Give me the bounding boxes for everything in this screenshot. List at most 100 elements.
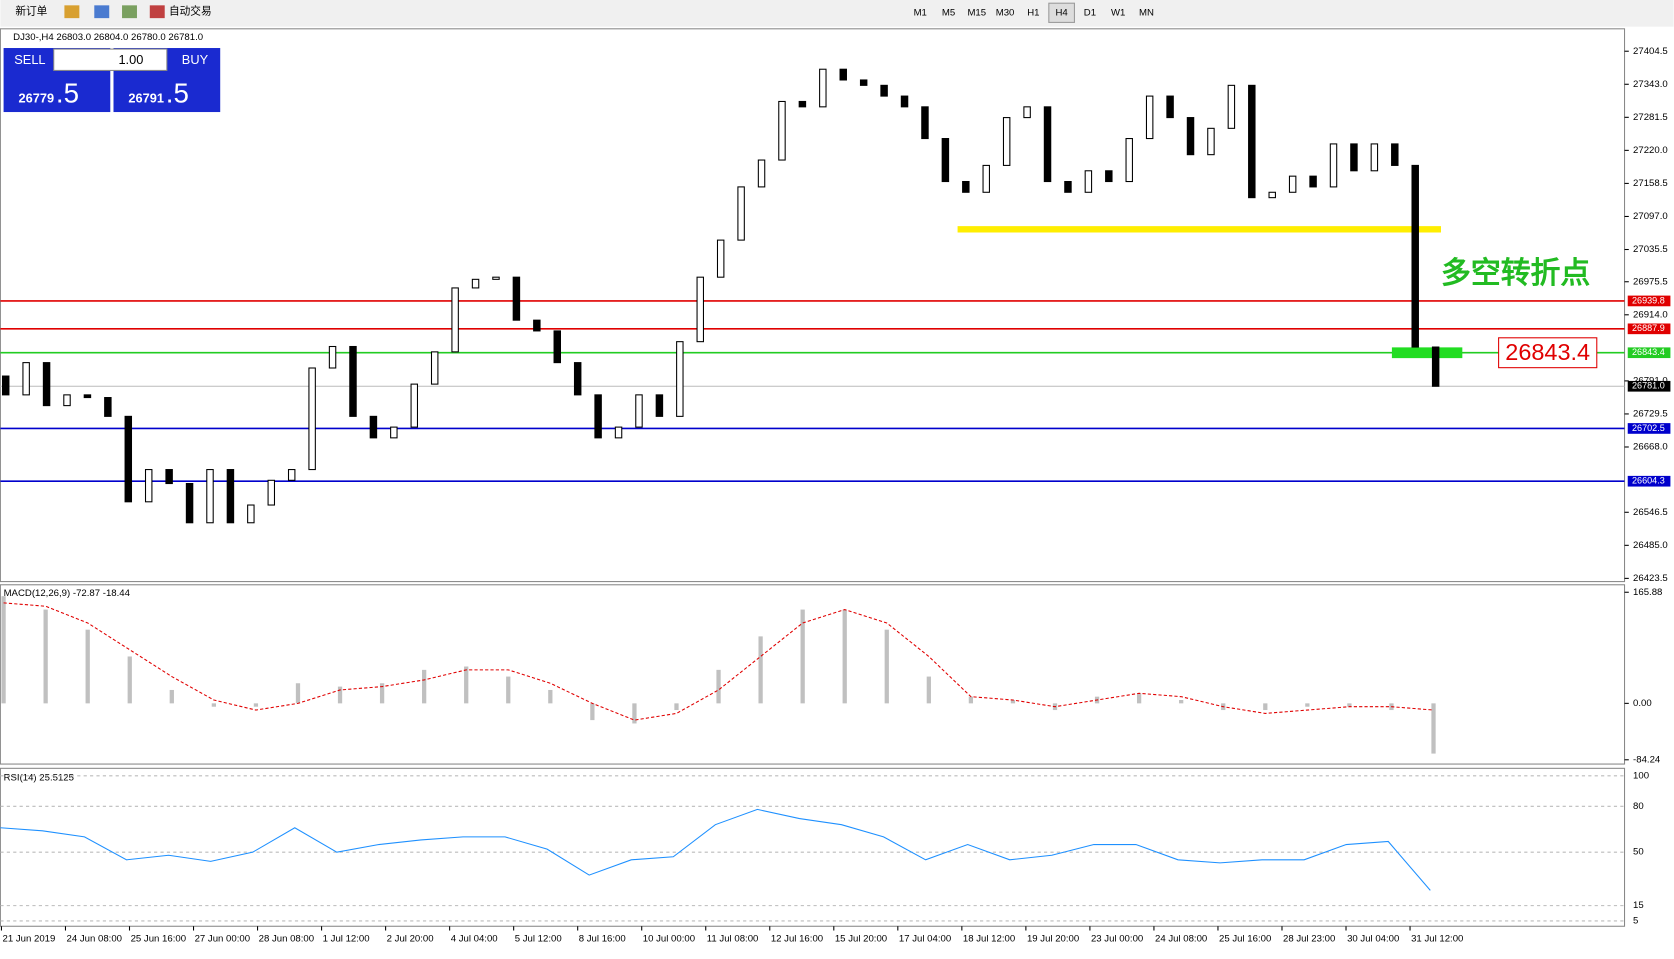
sell-frac: .5 xyxy=(56,77,79,108)
candle xyxy=(962,180,970,193)
candle xyxy=(941,138,950,183)
icon[interactable] xyxy=(149,5,165,19)
y-tick-label: 27035.5 xyxy=(1633,244,1668,255)
level-tag xyxy=(1627,295,1671,307)
candle xyxy=(716,239,725,278)
x-tick-label: 24 Jul 08:00 xyxy=(1155,934,1207,945)
macd-frame xyxy=(0,584,1626,765)
timeframe[interactable]: H1 xyxy=(1027,7,1039,18)
macd-bar xyxy=(43,609,48,704)
x-tick-label: 1 Jul 12:00 xyxy=(323,934,370,945)
macd-bar xyxy=(422,669,427,704)
candle xyxy=(1431,346,1440,387)
icon[interactable] xyxy=(64,5,80,19)
y-tick-label: 26423.5 xyxy=(1633,573,1668,584)
candle xyxy=(676,341,684,417)
x-tick-label: 4 Jul 04:00 xyxy=(451,934,498,945)
buy-button[interactable]: BUY xyxy=(182,52,209,67)
candle xyxy=(1064,180,1072,193)
macd-bar xyxy=(926,676,931,704)
lot-box[interactable] xyxy=(53,48,168,71)
level-label: 26939.8 xyxy=(1632,295,1665,305)
new-order[interactable]: 新订单 xyxy=(15,5,47,18)
candle xyxy=(104,397,112,417)
candle xyxy=(635,394,643,428)
candle xyxy=(1329,143,1338,188)
auto-trading[interactable]: 自动交易 xyxy=(169,5,212,18)
timeframe[interactable]: M1 xyxy=(914,7,927,18)
candle xyxy=(798,100,807,108)
macd-bar xyxy=(337,686,343,704)
candle xyxy=(880,84,888,97)
candle xyxy=(247,504,255,524)
candle xyxy=(83,394,92,399)
main-frame xyxy=(0,28,1626,583)
macd-bar xyxy=(379,683,385,704)
x-tick-label: 28 Jul 23:00 xyxy=(1283,934,1335,945)
macd-bar xyxy=(632,703,637,724)
timeframe[interactable]: M15 xyxy=(967,7,986,18)
timeframe[interactable]: W1 xyxy=(1111,7,1125,18)
macd-bar xyxy=(464,666,469,704)
candle xyxy=(369,415,378,439)
macd-bar xyxy=(295,683,301,704)
candle xyxy=(42,362,51,407)
toolbar xyxy=(0,0,1674,27)
candle xyxy=(144,469,153,503)
candle xyxy=(185,482,194,524)
sell-button[interactable]: SELL xyxy=(14,52,45,67)
annotation: 多空转折点 xyxy=(1441,257,1590,290)
macd-bar xyxy=(1010,700,1016,704)
y-tick-label: 0.00 xyxy=(1633,698,1652,709)
y-tick-label: 26546.5 xyxy=(1633,507,1668,518)
level-tag xyxy=(1627,323,1671,335)
candle xyxy=(553,330,561,364)
macd-bar xyxy=(1347,703,1352,707)
level-label: 26604.3 xyxy=(1632,476,1665,486)
candle xyxy=(1268,191,1276,199)
rsi-label: RSI(14) 25.5125 xyxy=(4,772,74,783)
y-tick-label: 15 xyxy=(1633,900,1644,911)
chart-header: DJ30-,H4 26803.0 26804.0 26780.0 26781.0 xyxy=(13,32,203,43)
timeframe[interactable]: M30 xyxy=(996,7,1015,18)
candle xyxy=(982,164,990,193)
macd-bar xyxy=(1,596,6,704)
candle xyxy=(1186,117,1195,156)
candle xyxy=(839,68,847,81)
y-tick-label: 26914.0 xyxy=(1633,309,1668,320)
timeframe[interactable]: MN xyxy=(1139,7,1154,18)
macd-bar xyxy=(1305,703,1310,707)
candle xyxy=(757,159,766,188)
candle xyxy=(512,276,521,321)
macd-bar xyxy=(842,609,847,704)
x-tick-label: 30 Jul 04:00 xyxy=(1347,934,1399,945)
timeframe[interactable]: M5 xyxy=(942,7,955,18)
candle xyxy=(267,479,276,506)
icon[interactable] xyxy=(122,5,137,19)
candle xyxy=(308,367,316,471)
timeframe[interactable]: D1 xyxy=(1084,7,1096,18)
macd-bar xyxy=(884,629,889,704)
candle xyxy=(124,415,133,503)
candle xyxy=(1227,84,1236,129)
x-tick-label: 17 Jul 04:00 xyxy=(899,934,951,945)
candle xyxy=(165,469,173,485)
candle xyxy=(410,383,419,428)
macd-bar xyxy=(1179,700,1184,704)
candle xyxy=(1350,143,1358,172)
x-tick-label: 8 Jul 16:00 xyxy=(579,934,626,945)
candle xyxy=(614,426,623,439)
candle xyxy=(63,394,71,407)
annotation-price: 26843.4 xyxy=(1505,339,1590,365)
timeframe[interactable]: H4 xyxy=(1055,7,1068,18)
y-tick-label: 26729.5 xyxy=(1633,408,1668,419)
macd-signal xyxy=(3,602,1434,721)
icon[interactable] xyxy=(94,5,110,19)
candle xyxy=(22,362,30,396)
annotation-box xyxy=(1498,337,1598,369)
candle xyxy=(492,276,500,280)
buy-frac: .5 xyxy=(166,77,189,108)
candle xyxy=(226,469,235,524)
candle xyxy=(1145,95,1154,140)
lot-size[interactable]: 1.00 xyxy=(118,52,143,67)
